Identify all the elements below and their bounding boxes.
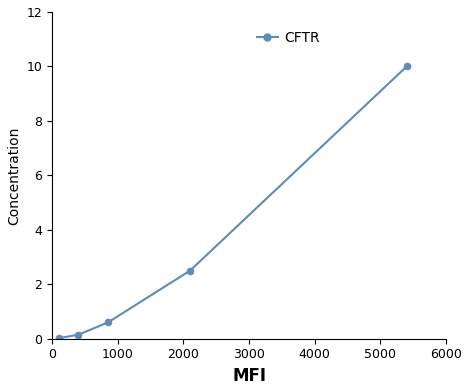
CFTR (105, 320, 111, 325)
Legend: CFTR: CFTR (251, 25, 326, 51)
Y-axis label: Concentration: Concentration (7, 126, 21, 225)
CFTR (56, 336, 61, 341)
CFTR (187, 269, 193, 273)
Line: CFTR: CFTR (55, 63, 410, 342)
CFTR (404, 64, 409, 69)
X-axis label: MFI: MFI (232, 367, 266, 385)
CFTR (76, 332, 81, 337)
